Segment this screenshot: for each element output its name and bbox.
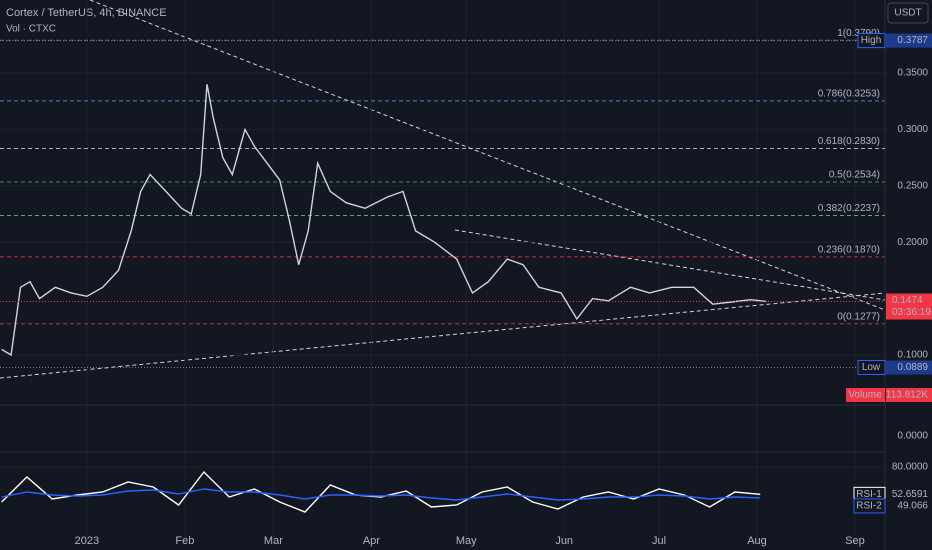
y-tick-label: 80.0000 [892, 462, 929, 473]
badge-value: 0.0889 [897, 362, 928, 373]
x-tick-label: Feb [175, 535, 194, 547]
volume-tag [846, 388, 885, 402]
fib-label: 0.236(0.1870) [818, 244, 880, 255]
trendline [89, 0, 886, 311]
x-tick-label: Jun [555, 535, 573, 547]
fib-label: 0.786(0.3253) [818, 88, 880, 99]
series-line [1, 488, 761, 501]
badge [886, 33, 932, 48]
x-tick-label: 2023 [75, 535, 99, 547]
y-tick-label: 0.3000 [897, 124, 928, 135]
value-badge [886, 487, 932, 502]
trendline [0, 292, 886, 379]
volume-label: Volume [848, 390, 882, 401]
volume-badge [886, 388, 932, 402]
trendline [454, 229, 886, 301]
badge-tag [857, 360, 886, 376]
badge-tag-label: Low [862, 362, 881, 373]
badge [886, 360, 932, 375]
x-tick-label: Apr [363, 535, 380, 547]
x-tick-label: Jul [652, 535, 666, 547]
currency-button[interactable] [887, 2, 929, 24]
chart-title: Cortex / TetherUS, 4h, BINANCE [6, 7, 167, 19]
y-tick-label: 0.2500 [897, 180, 928, 191]
value-label: 52.6591 [892, 489, 929, 500]
legend-box [853, 498, 886, 514]
volume-value: 113.812K [886, 390, 928, 401]
fib-label: 0.382(0.2237) [818, 203, 880, 214]
badge-tag [857, 33, 886, 49]
series-line [1, 84, 767, 357]
x-tick-label: Sep [845, 535, 865, 547]
legend-label: RSI-2 [856, 501, 882, 512]
x-tick-label: Aug [747, 535, 767, 547]
x-tick-label: Mar [264, 535, 283, 547]
currency-label[interactable]: USDT [894, 8, 921, 19]
last-price-badge [886, 293, 932, 320]
fib-label: 0.5(0.2534) [829, 170, 880, 181]
fib-label: 0(0.1277) [837, 311, 880, 322]
badge-value: 0.3787 [897, 35, 928, 46]
series-line [1, 470, 761, 513]
badge-tag-label: High [861, 35, 882, 46]
value-badge [886, 498, 932, 513]
subtitle: Vol · CTXC [6, 24, 56, 35]
value-label: 49.066 [897, 501, 928, 512]
x-tick-label: May [456, 535, 477, 547]
last-price: 0.1474 [892, 295, 923, 306]
fib-label: 0.618(0.2830) [818, 136, 880, 147]
volume-axis-label: 0.0000 [897, 431, 928, 442]
legend-label: RSI-1 [856, 489, 882, 500]
y-tick-label: 0.2000 [897, 237, 928, 248]
y-tick-label: 0.3500 [897, 68, 928, 79]
y-tick-label: 0.1000 [897, 350, 928, 361]
countdown: 03:36:19 [892, 307, 931, 318]
